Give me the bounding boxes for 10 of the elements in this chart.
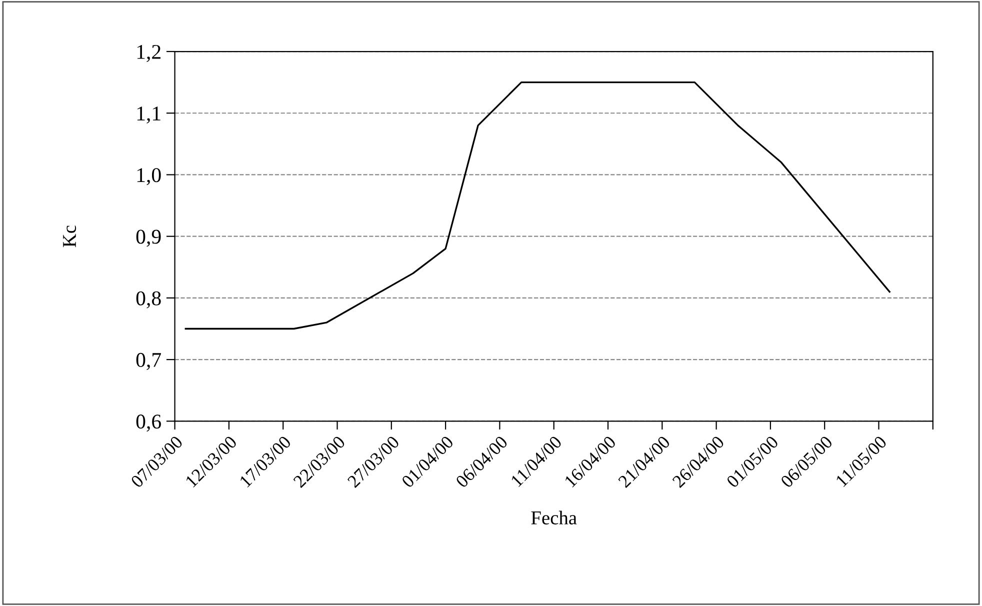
y-tick-label: 0,7 [136, 352, 162, 370]
x-axis-title: Fecha [531, 510, 577, 524]
y-tick-label: 0,9 [136, 230, 161, 247]
y-tick-label: 0,8 [136, 291, 161, 308]
line-series [184, 81, 890, 330]
y-axis-title: Kc [63, 226, 76, 248]
y-tick-label: 0,6 [136, 414, 161, 432]
y-tick-label: 1,0 [137, 168, 161, 186]
y-tick-label: 1,1 [137, 106, 160, 124]
y-tick-label: 1,2 [137, 44, 160, 62]
